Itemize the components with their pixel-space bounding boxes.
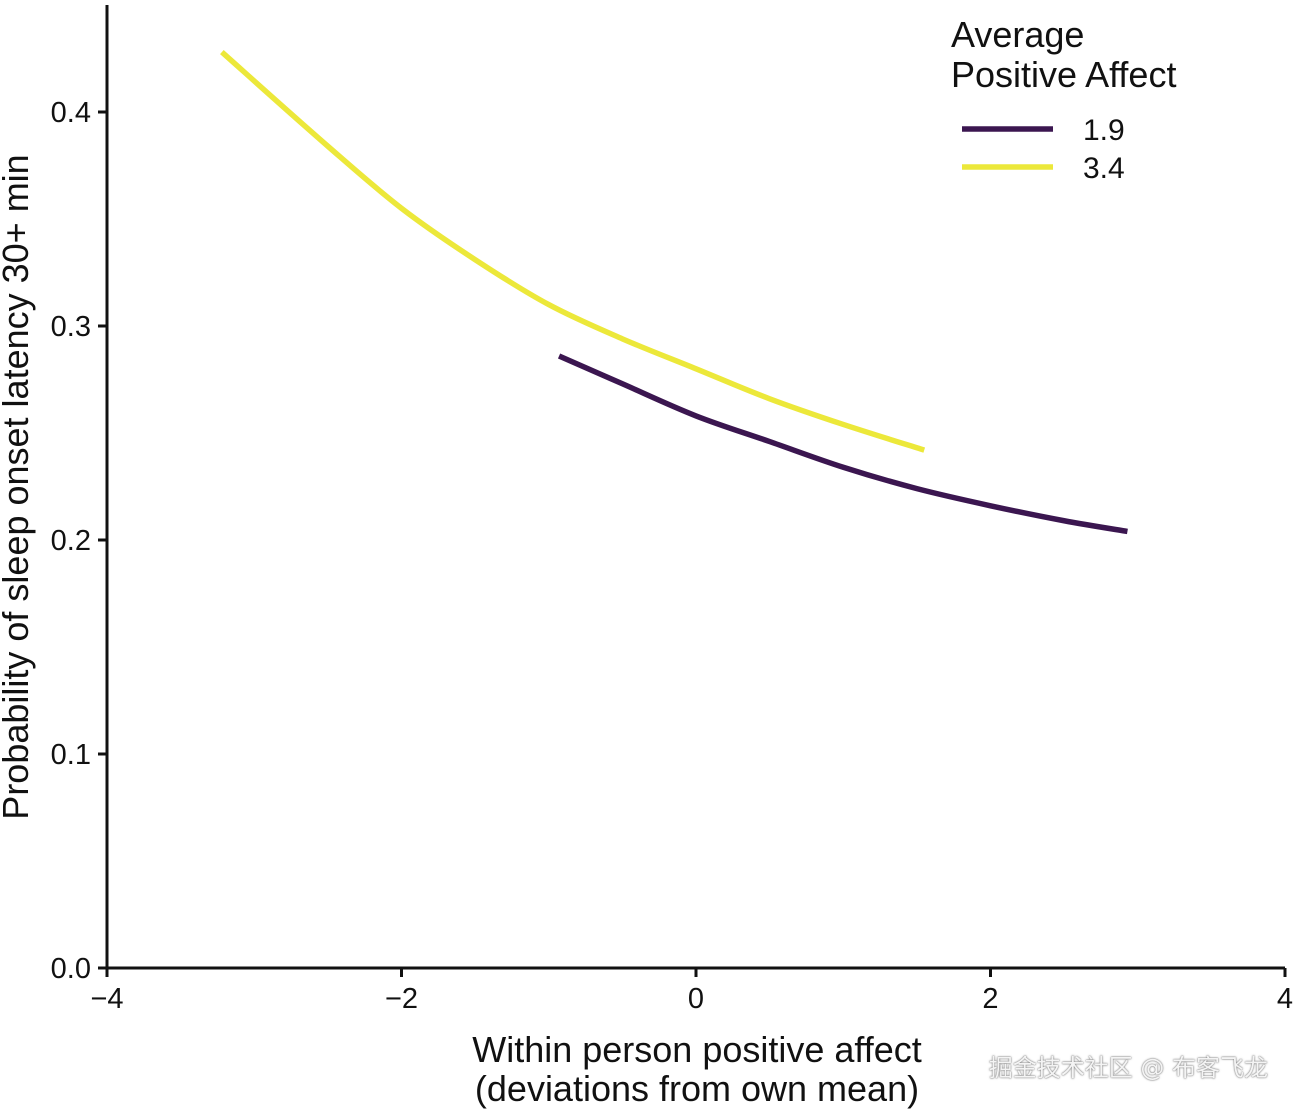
plot-lines [220,50,1128,535]
y-tick-label: 0.4 [51,97,91,129]
x-axis-title-line1: Within person positive affect [472,1029,922,1070]
legend-title-line2: Positive Affect [951,54,1176,95]
legend: Average Positive Affect 1.93.4 [951,14,1176,185]
y-tick-label: 0.2 [51,525,91,557]
x-axis-title-line2: (deviations from own mean) [475,1068,919,1109]
y-ticks: 0.0 0.1 0.2 0.3 0.4 [51,97,107,985]
x-ticks: −4 −2 0 2 4 [90,968,1293,1015]
y-tick-label: 0.3 [51,311,91,343]
legend-items: 1.93.4 [962,114,1125,185]
legend-title-line1: Average [951,14,1084,55]
y-tick-label: 0.1 [51,739,91,771]
y-tick-label: 0.0 [51,953,91,985]
x-tick-label: −2 [385,983,418,1015]
x-tick-label: 4 [1277,983,1293,1015]
y-axis-title: Probability of sleep onset latency 30+ m… [0,154,36,819]
legend-label: 1.9 [1083,114,1125,147]
series-line-1-9 [557,353,1128,535]
series-line-3-4 [220,50,926,453]
watermark-text: 掘金技术社区 @ 布客飞龙 [988,1054,1268,1082]
legend-label: 3.4 [1083,152,1125,185]
x-tick-label: 0 [688,983,704,1015]
x-tick-label: −4 [90,983,123,1015]
x-tick-label: 2 [982,983,998,1015]
